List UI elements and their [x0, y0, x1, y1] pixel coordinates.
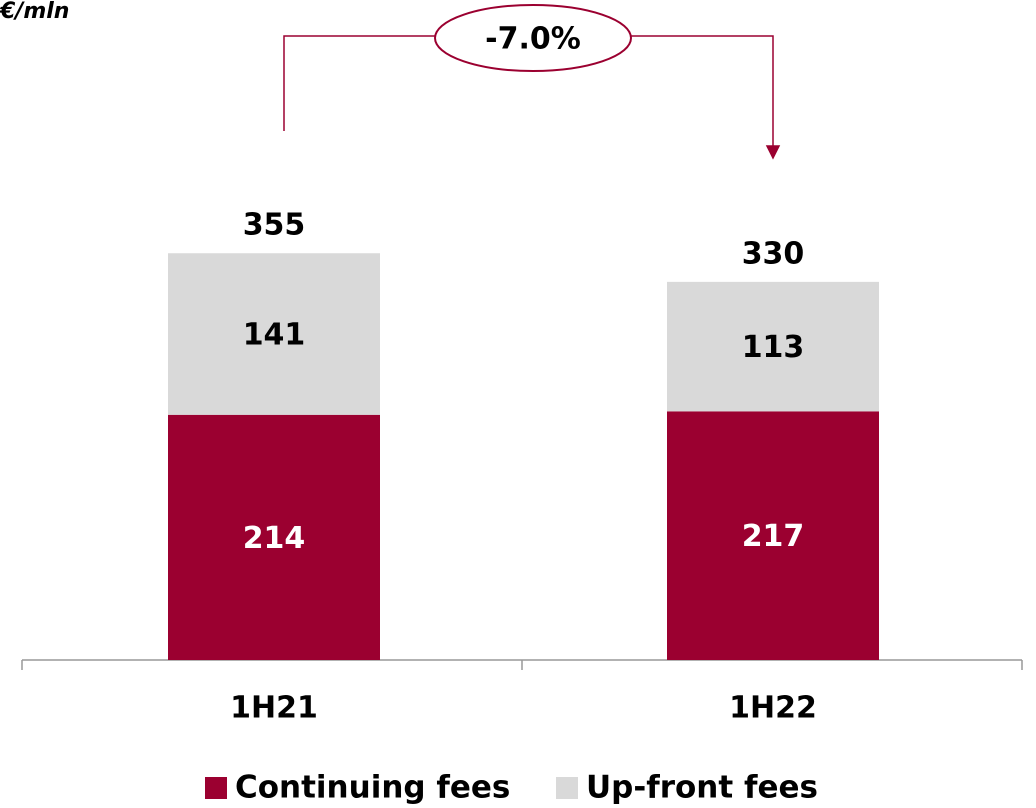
total-label: 330: [742, 236, 805, 271]
bar-segment: [168, 414, 380, 660]
unit-label: €/mln: [0, 0, 69, 24]
change-bracket: [283, 4, 781, 160]
x-tick-label: 1H21: [230, 691, 318, 726]
legend-label: Up-front fees: [586, 770, 818, 806]
legend-label: Continuing fees: [235, 770, 510, 806]
annotation-bubble: [434, 4, 632, 72]
data-label: 141: [243, 318, 306, 353]
legend-swatch: [205, 777, 227, 799]
total-label: 355: [243, 208, 306, 243]
bar-segment: [667, 281, 879, 412]
bracket-left: [283, 35, 436, 131]
data-label: 214: [243, 521, 306, 556]
data-label: 217: [742, 519, 805, 554]
bar-segment: [667, 411, 879, 660]
x-tick-label: 1H22: [729, 691, 817, 726]
arrow-head: [765, 145, 781, 160]
legend-swatch: [556, 777, 578, 799]
data-label: 113: [742, 330, 805, 365]
annotation: -7.0%: [485, 22, 581, 57]
bracket-right: [630, 35, 774, 146]
x-axis: [21, 659, 1023, 670]
bar-segment: [168, 253, 380, 415]
